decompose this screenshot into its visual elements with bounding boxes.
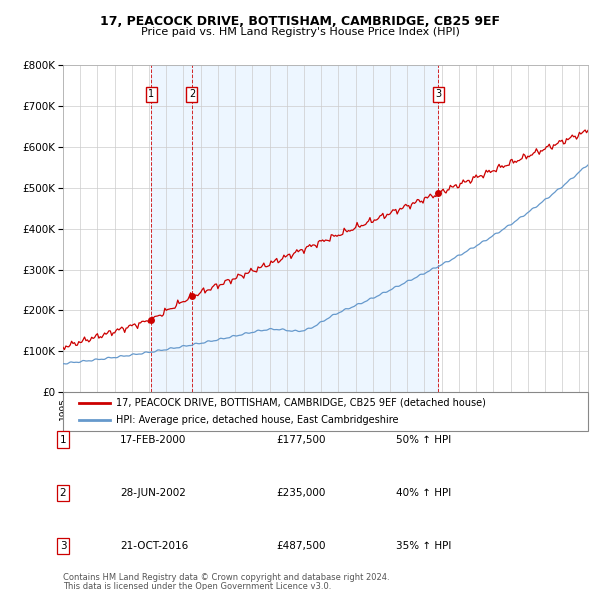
Text: 3: 3 (59, 541, 67, 550)
Text: 35% ↑ HPI: 35% ↑ HPI (396, 541, 451, 550)
Text: Contains HM Land Registry data © Crown copyright and database right 2024.: Contains HM Land Registry data © Crown c… (63, 573, 389, 582)
Text: Price paid vs. HM Land Registry's House Price Index (HPI): Price paid vs. HM Land Registry's House … (140, 27, 460, 37)
Text: 17, PEACOCK DRIVE, BOTTISHAM, CAMBRIDGE, CB25 9EF (detached house): 17, PEACOCK DRIVE, BOTTISHAM, CAMBRIDGE,… (115, 398, 485, 408)
Text: 1: 1 (59, 435, 67, 444)
Text: 21-OCT-2016: 21-OCT-2016 (120, 541, 188, 550)
Text: £487,500: £487,500 (276, 541, 325, 550)
Text: 28-JUN-2002: 28-JUN-2002 (120, 488, 186, 497)
Text: 3: 3 (436, 89, 442, 99)
Text: 2: 2 (189, 89, 195, 99)
Text: 17-FEB-2000: 17-FEB-2000 (120, 435, 187, 444)
Text: HPI: Average price, detached house, East Cambridgeshire: HPI: Average price, detached house, East… (115, 415, 398, 425)
Text: 50% ↑ HPI: 50% ↑ HPI (396, 435, 451, 444)
Text: 40% ↑ HPI: 40% ↑ HPI (396, 488, 451, 497)
Text: 1: 1 (148, 89, 154, 99)
FancyBboxPatch shape (63, 392, 588, 431)
Text: This data is licensed under the Open Government Licence v3.0.: This data is licensed under the Open Gov… (63, 582, 331, 590)
Text: £235,000: £235,000 (276, 488, 325, 497)
Text: 2: 2 (59, 488, 67, 497)
Text: 17, PEACOCK DRIVE, BOTTISHAM, CAMBRIDGE, CB25 9EF: 17, PEACOCK DRIVE, BOTTISHAM, CAMBRIDGE,… (100, 15, 500, 28)
Text: £177,500: £177,500 (276, 435, 325, 444)
